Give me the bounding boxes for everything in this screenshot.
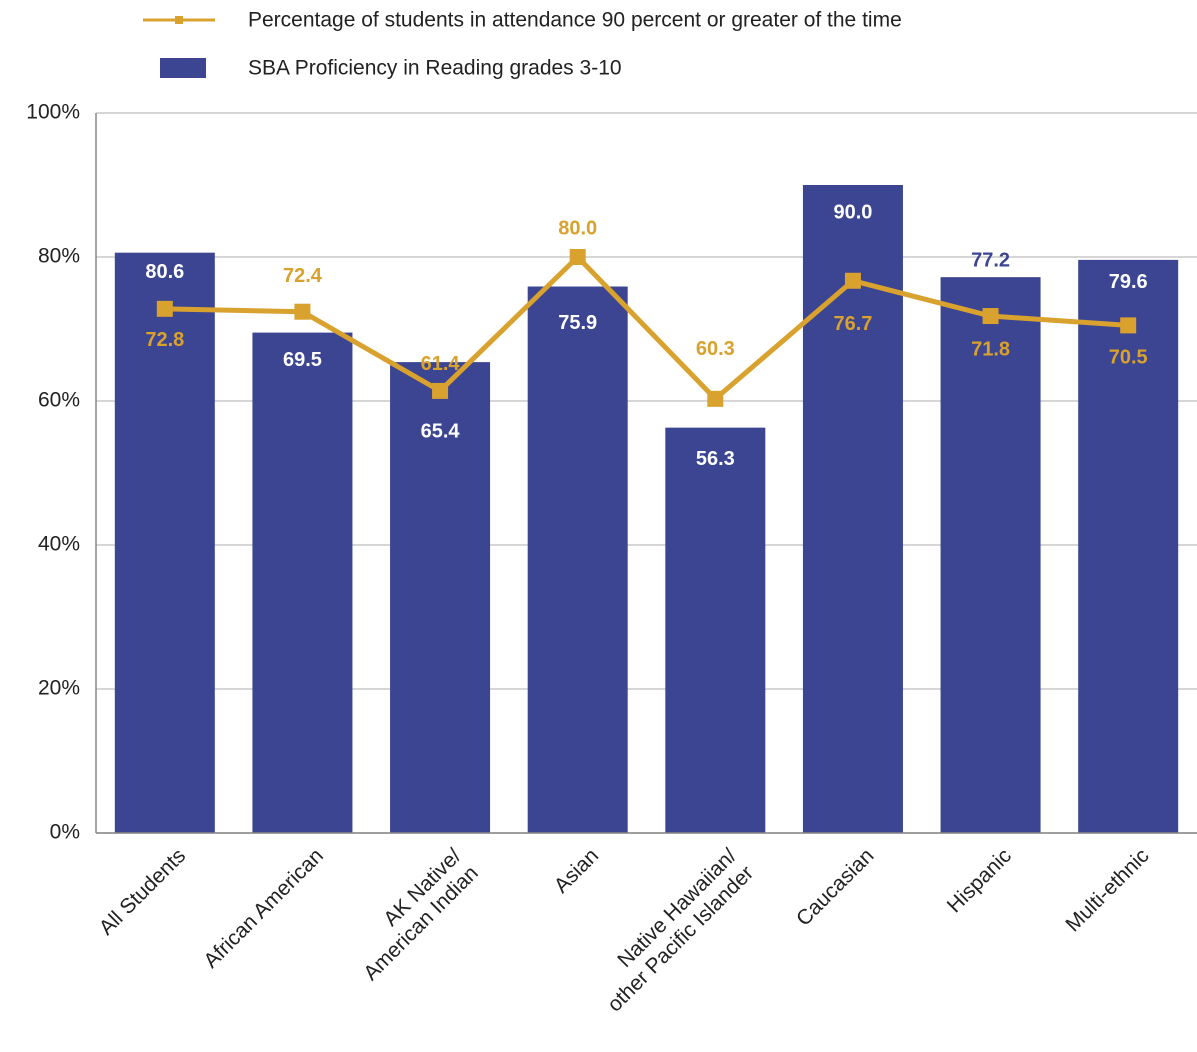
bar-value-label: 69.5 — [283, 349, 322, 371]
bar — [1078, 259, 1179, 833]
line-value-label: 71.8 — [971, 338, 1010, 360]
line-marker — [569, 249, 586, 265]
y-tick-label: 100% — [26, 101, 80, 124]
legend-label: SBA Proficiency in Reading grades 3-10 — [248, 57, 622, 80]
line-value-label: 70.5 — [1109, 347, 1148, 369]
x-tick-label: Caucasian — [792, 844, 878, 930]
legend-swatch — [160, 58, 206, 78]
y-tick-label: 40% — [38, 533, 80, 556]
bar — [527, 286, 628, 833]
x-tick-label: AK Native/American Indian — [342, 844, 483, 985]
line-marker — [1120, 317, 1137, 334]
legend-marker — [175, 16, 183, 24]
line-marker — [707, 390, 724, 407]
line-value-label: 80.0 — [558, 217, 597, 239]
bar — [252, 332, 353, 833]
bar-value-label: 77.2 — [971, 249, 1010, 271]
x-tick-label: African American — [199, 844, 328, 973]
y-tick-label: 0% — [50, 821, 80, 844]
line-value-label: 72.8 — [145, 329, 184, 351]
bar-value-label: 65.4 — [421, 420, 461, 442]
line-value-label: 72.4 — [283, 265, 323, 287]
x-tick-label: Asian — [550, 844, 603, 897]
bar — [114, 252, 215, 833]
x-tick-label-line: other Pacific Islander — [603, 861, 758, 1016]
bar-value-label: 90.0 — [833, 201, 872, 223]
bar-value-label: 56.3 — [696, 448, 735, 470]
bar-value-label: 79.6 — [1109, 271, 1148, 293]
line-marker — [982, 308, 999, 325]
line-value-label: 76.7 — [833, 313, 872, 335]
x-tick-label: Multi-ethnic — [1061, 844, 1153, 936]
line-value-label: 61.4 — [421, 353, 461, 375]
legend-label: Percentage of students in attendance 90 … — [248, 9, 902, 32]
bar — [665, 427, 766, 833]
line-marker — [156, 300, 173, 317]
bar — [390, 362, 491, 833]
x-tick-label: Hispanic — [943, 844, 1016, 917]
y-tick-label: 60% — [38, 389, 80, 412]
x-tick-label: All Students — [95, 844, 191, 940]
line-marker — [432, 382, 449, 399]
bar-value-label: 80.6 — [145, 261, 184, 283]
line-value-label: 60.3 — [696, 338, 735, 360]
bar — [802, 185, 903, 833]
line-marker — [294, 303, 311, 320]
line-marker — [844, 272, 861, 289]
x-tick-label: Native Hawaiian/other Pacific Islander — [586, 844, 758, 1016]
line — [164, 253, 1129, 403]
y-tick-label: 20% — [38, 677, 80, 700]
y-tick-label: 80% — [38, 245, 80, 268]
bar-value-label: 75.9 — [558, 312, 597, 334]
bar — [940, 277, 1041, 833]
